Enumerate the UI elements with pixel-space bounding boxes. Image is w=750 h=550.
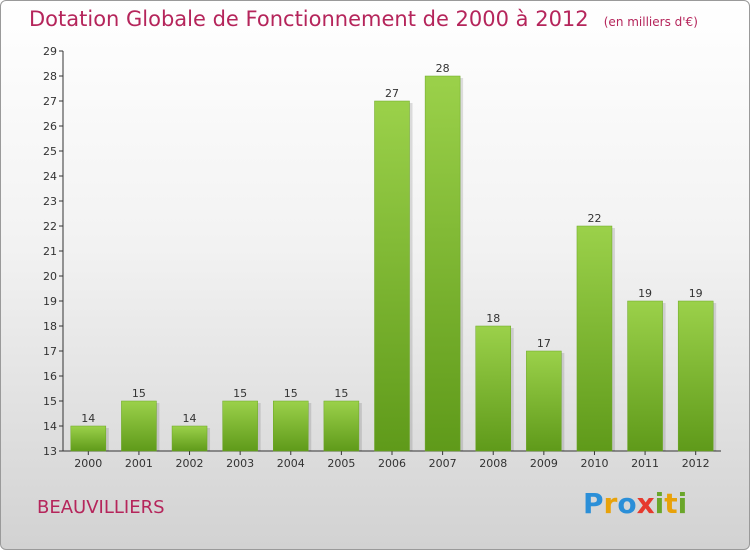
y-tick-label: 28 xyxy=(43,70,57,83)
logo-letter: i xyxy=(654,487,665,520)
y-tick-label: 16 xyxy=(43,370,57,383)
value-label: 18 xyxy=(486,312,500,325)
y-tick-label: 25 xyxy=(43,145,57,158)
logo-letter: o xyxy=(617,487,637,520)
x-tick-label: 2005 xyxy=(327,457,355,470)
y-tick-label: 20 xyxy=(43,270,57,283)
y-tick-label: 14 xyxy=(43,420,57,433)
y-tick-label: 26 xyxy=(43,120,57,133)
bar-2006 xyxy=(374,100,410,452)
chart-title-block: Dotation Globale de Fonctionnement de 20… xyxy=(29,7,698,31)
bar-2012 xyxy=(677,300,714,452)
y-tick-label: 29 xyxy=(43,45,57,58)
value-label: 15 xyxy=(233,387,247,400)
proxiti-logo: Proxiti xyxy=(583,487,687,520)
x-tick-label: 2006 xyxy=(378,457,406,470)
y-tick-label: 22 xyxy=(43,220,57,233)
bar-2002 xyxy=(171,425,208,452)
y-tick-label: 23 xyxy=(43,195,57,208)
x-tick-label: 2008 xyxy=(479,457,507,470)
value-label: 14 xyxy=(183,412,197,425)
value-label: 15 xyxy=(132,387,146,400)
commune-name: BEAUVILLIERS xyxy=(37,497,165,518)
logo-letter: P xyxy=(583,487,604,520)
x-tick-label: 2010 xyxy=(580,457,608,470)
bar-2003 xyxy=(222,400,258,452)
bar-2008 xyxy=(475,325,511,452)
bar-2004 xyxy=(273,400,309,452)
x-tick-label: 2004 xyxy=(277,457,305,470)
bar-2011 xyxy=(627,300,663,452)
y-tick-label: 21 xyxy=(43,245,57,258)
x-tick-label: 2009 xyxy=(530,457,558,470)
bar-2000 xyxy=(70,425,107,452)
logo-letter: t xyxy=(664,487,678,520)
x-tick-label: 2012 xyxy=(682,457,710,470)
y-tick-label: 19 xyxy=(43,295,57,308)
y-tick-label: 17 xyxy=(43,345,57,358)
bar-2007 xyxy=(424,75,461,452)
logo-letter: r xyxy=(603,487,618,520)
bar-2010 xyxy=(576,225,613,452)
bar-2001 xyxy=(121,400,157,452)
value-label: 15 xyxy=(284,387,298,400)
y-tick-label: 27 xyxy=(43,95,57,108)
value-label: 28 xyxy=(436,62,450,75)
x-tick-label: 2001 xyxy=(125,457,153,470)
y-tick-label: 24 xyxy=(43,170,57,183)
chart-title: Dotation Globale de Fonctionnement de 20… xyxy=(29,7,589,31)
value-label: 14 xyxy=(81,412,95,425)
value-label: 15 xyxy=(334,387,348,400)
value-label: 27 xyxy=(385,87,399,100)
value-label: 19 xyxy=(638,287,652,300)
logo-letter: x xyxy=(636,487,655,520)
value-label: 17 xyxy=(537,337,551,350)
x-tick-label: 2011 xyxy=(631,457,659,470)
logo-letter: i xyxy=(677,487,688,520)
x-tick-label: 2003 xyxy=(226,457,254,470)
y-tick-label: 18 xyxy=(43,320,57,333)
y-tick-label: 15 xyxy=(43,395,57,408)
x-tick-label: 2002 xyxy=(176,457,204,470)
x-tick-label: 2007 xyxy=(429,457,457,470)
bar-2009 xyxy=(526,350,562,452)
value-label: 19 xyxy=(689,287,703,300)
bar-2005 xyxy=(323,400,360,452)
value-label: 22 xyxy=(587,212,601,225)
x-tick-label: 2000 xyxy=(74,457,102,470)
chart-subtitle: (en milliers d'€) xyxy=(603,15,698,29)
y-tick-label: 13 xyxy=(43,445,57,458)
